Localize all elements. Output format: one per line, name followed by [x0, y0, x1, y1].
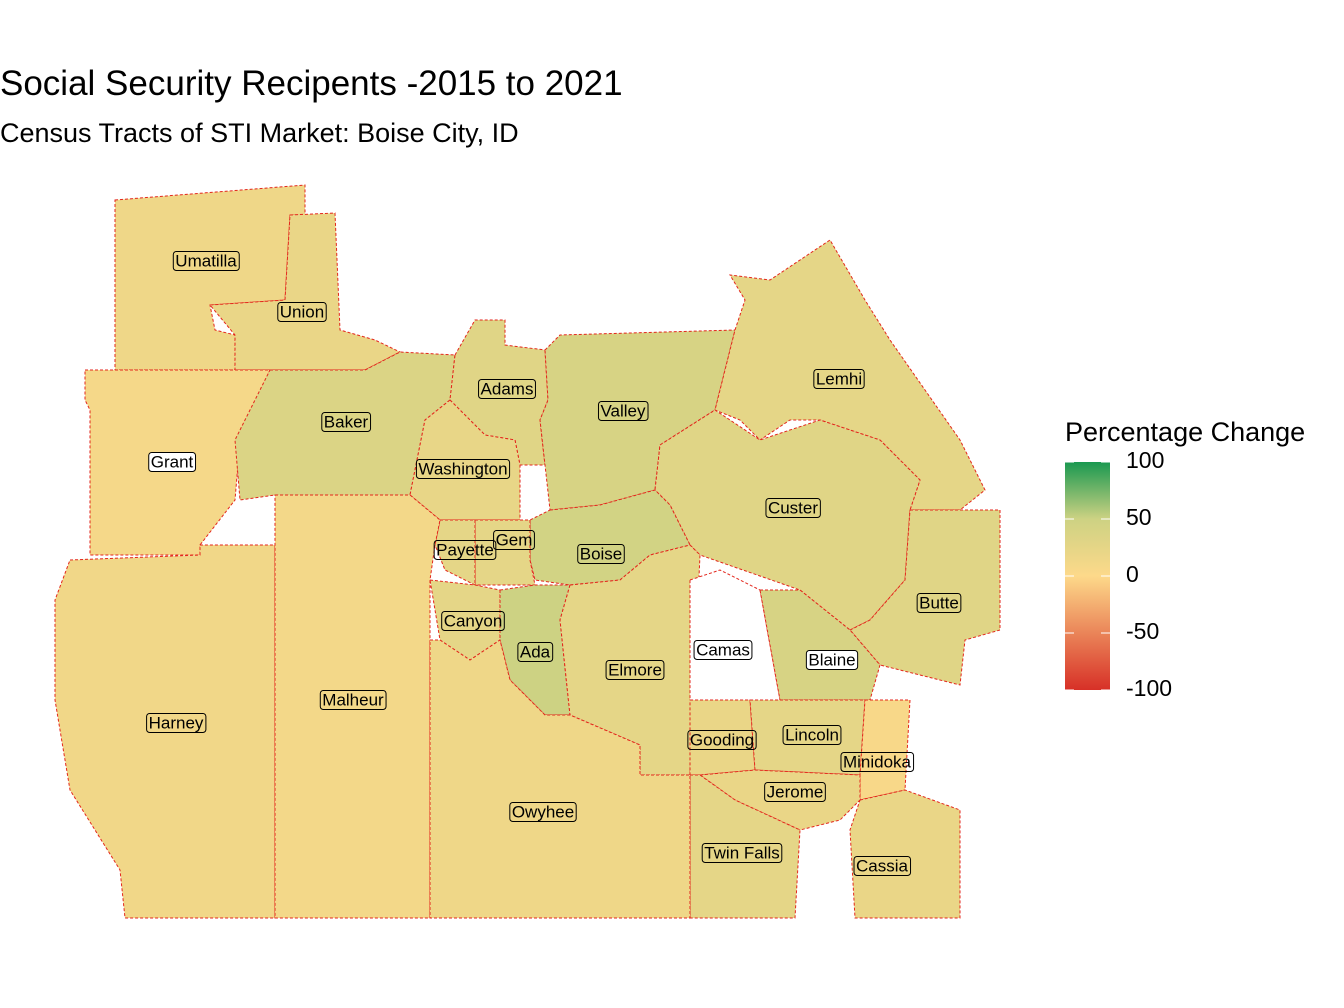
county-label: Lincoln: [785, 725, 839, 744]
county-region: [274, 494, 441, 919]
county-label: Umatilla: [175, 251, 237, 270]
county-label-box: [277, 301, 327, 322]
county-region: [434, 519, 476, 586]
county-label-box: [319, 689, 387, 710]
county-label-box: [765, 497, 821, 518]
county-label-box: [782, 724, 842, 745]
county-label: Payette: [436, 540, 494, 559]
county-label-box: [805, 649, 859, 670]
county-label: Custer: [768, 498, 818, 517]
county-label-box: [701, 842, 783, 863]
county-label: Union: [280, 302, 324, 321]
county-label: Boise: [580, 544, 623, 563]
county-label: Twin Falls: [704, 843, 780, 862]
county-label: Jerome: [767, 782, 824, 801]
county-region: [849, 789, 961, 919]
county-label-box: [840, 751, 915, 772]
county-label-box: [478, 378, 536, 399]
county-label: Harney: [149, 713, 204, 732]
county-label-box: [517, 641, 554, 662]
legend-tick-label: -100: [1126, 675, 1172, 701]
legend-tick-label: -50: [1126, 618, 1159, 644]
county-label-box: [764, 781, 826, 802]
legend-tick-label: 0: [1126, 561, 1139, 587]
county-label-box: [687, 729, 757, 750]
county-label: Adams: [481, 379, 534, 398]
county-region: [698, 769, 861, 831]
county-label-box: [597, 400, 649, 421]
county-label: Cassia: [856, 856, 909, 875]
county-label: Elmore: [608, 660, 662, 679]
labels: Umatilla Union Grant Baker Adams Washington Va…: [146, 250, 962, 876]
county-label-box: [493, 529, 535, 550]
county-label: Malheur: [322, 690, 384, 709]
county-region: [429, 639, 691, 919]
county-label: Blaine: [808, 650, 855, 669]
county-label-box: [172, 250, 240, 271]
county-label: Baker: [324, 412, 369, 431]
county-label: Gem: [496, 530, 533, 549]
county-label-box: [916, 592, 962, 613]
county-region: [54, 544, 276, 919]
county-label: Camas: [696, 640, 750, 659]
county-label-box: [321, 411, 372, 432]
county-label-box: [146, 712, 207, 733]
county-label-box: [509, 801, 577, 822]
legend-tick-label: 50: [1126, 504, 1152, 530]
regions: [54, 184, 1001, 919]
county-label-box: [853, 855, 912, 876]
county-label-box: [148, 451, 197, 472]
legend-tick-label: 100: [1126, 447, 1164, 473]
county-label-box: [693, 639, 753, 660]
county-label-box: [605, 659, 665, 680]
county-label: Grant: [151, 452, 194, 471]
county-label: Gooding: [690, 730, 754, 749]
county-label: Valley: [600, 401, 646, 420]
county-label-box: [813, 368, 865, 389]
county-label: Minidoka: [843, 752, 912, 771]
legend-title: Percentage Change: [1065, 417, 1305, 447]
county-label-box: [577, 543, 625, 564]
county-label-box: [441, 610, 505, 631]
county-label: Washington: [418, 459, 507, 478]
map-subtitle: Census Tracts of STI Market: Boise City,…: [0, 118, 519, 148]
county-label: Lemhi: [816, 369, 862, 388]
county-label-box: [415, 458, 511, 479]
county-label: Butte: [919, 593, 959, 612]
county-region: [849, 509, 1001, 686]
map-title: Social Security Recipents -2015 to 2021: [0, 64, 623, 103]
county-label: Owyhee: [512, 802, 574, 821]
county-label: Canyon: [444, 611, 503, 630]
county-label-box: [433, 539, 497, 560]
county-region: [859, 699, 911, 801]
legend: 100 50 0 -50 -100: [1065, 447, 1172, 701]
county-label: Ada: [520, 642, 551, 661]
